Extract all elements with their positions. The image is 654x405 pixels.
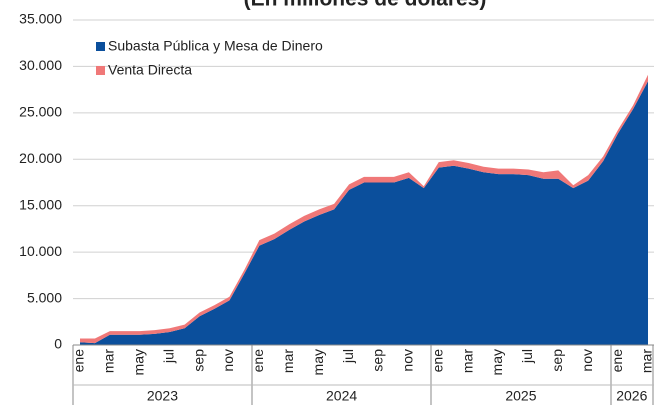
x-group-label: 2024: [326, 388, 357, 404]
x-tick-label: ene: [71, 349, 87, 373]
x-tick-label: jul: [519, 349, 535, 364]
legend-label: Venta Directa: [108, 62, 192, 78]
x-tick-label: may: [310, 349, 326, 375]
y-tick-label: 35.000: [19, 11, 62, 27]
x-tick-label: nov: [579, 349, 595, 372]
legend-label: Subasta Pública y Mesa de Dinero: [108, 38, 323, 54]
x-tick-label: may: [489, 349, 505, 375]
x-group-label: 2023: [147, 388, 178, 404]
legend-swatch: [96, 66, 105, 75]
x-tick-label: jul: [340, 349, 356, 364]
x-tick-label: ene: [250, 349, 266, 373]
x-tick-label: mar: [639, 349, 654, 373]
chart-title: (En millones de dólares): [244, 0, 487, 11]
legend-swatch: [96, 42, 105, 51]
y-tick-label: 20.000: [19, 150, 62, 166]
x-tick-label: nov: [400, 349, 416, 372]
x-group-label: 2026: [616, 388, 647, 404]
x-tick-label: ene: [429, 349, 445, 373]
x-tick-label: may: [130, 349, 146, 375]
y-tick-label: 25.000: [19, 104, 62, 120]
x-tick-label: jul: [160, 349, 176, 364]
x-tick-label: sep: [549, 349, 565, 372]
x-tick-label: ene: [609, 349, 625, 373]
area: [80, 81, 648, 346]
x-tick-label: mar: [459, 349, 475, 373]
y-tick-label: 15.000: [19, 196, 62, 212]
x-tick-label: nov: [220, 349, 236, 372]
y-tick-label: 10.000: [19, 243, 62, 259]
x-tick-label: mar: [101, 349, 117, 373]
y-tick-label: 5.000: [27, 289, 62, 305]
x-group-label: 2025: [505, 388, 536, 404]
x-tick-label: mar: [280, 349, 296, 373]
y-tick-label: 30.000: [19, 57, 62, 73]
x-tick-label: sep: [370, 349, 386, 372]
x-tick-label: sep: [190, 349, 206, 372]
y-tick-label: 0: [54, 336, 62, 352]
